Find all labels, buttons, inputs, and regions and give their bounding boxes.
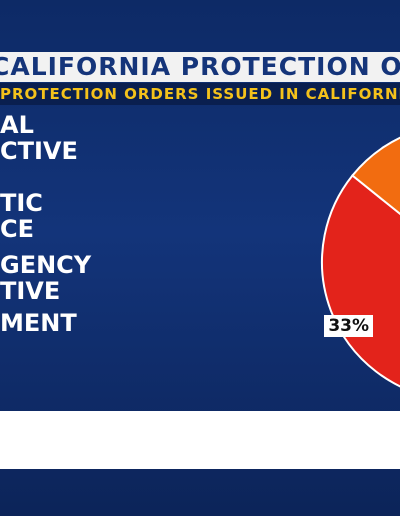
pie-slice: [351, 136, 400, 216]
chart-subtitle: PROTECTION ORDERS ISSUED IN CALIFORNI: [0, 85, 400, 103]
legend: AL CTIVE TIC CE GENCY TIVE MENT: [0, 112, 91, 342]
legend-label: AL CTIVE: [0, 111, 78, 165]
subtitle-bar: PROTECTION ORDERS ISSUED IN CALIFORNI: [0, 83, 400, 105]
chart-title: CALIFORNIA PROTECTION ORDE: [0, 52, 400, 81]
pie-slice: [321, 174, 400, 388]
legend-label: TIC CE: [0, 189, 43, 243]
legend-label: GENCY TIVE: [0, 251, 92, 305]
slice-label: 33%: [324, 314, 374, 337]
legend-label: MENT: [0, 309, 77, 337]
title-banner: CALIFORNIA PROTECTION ORDE: [0, 52, 400, 82]
lower-band: [0, 411, 400, 469]
